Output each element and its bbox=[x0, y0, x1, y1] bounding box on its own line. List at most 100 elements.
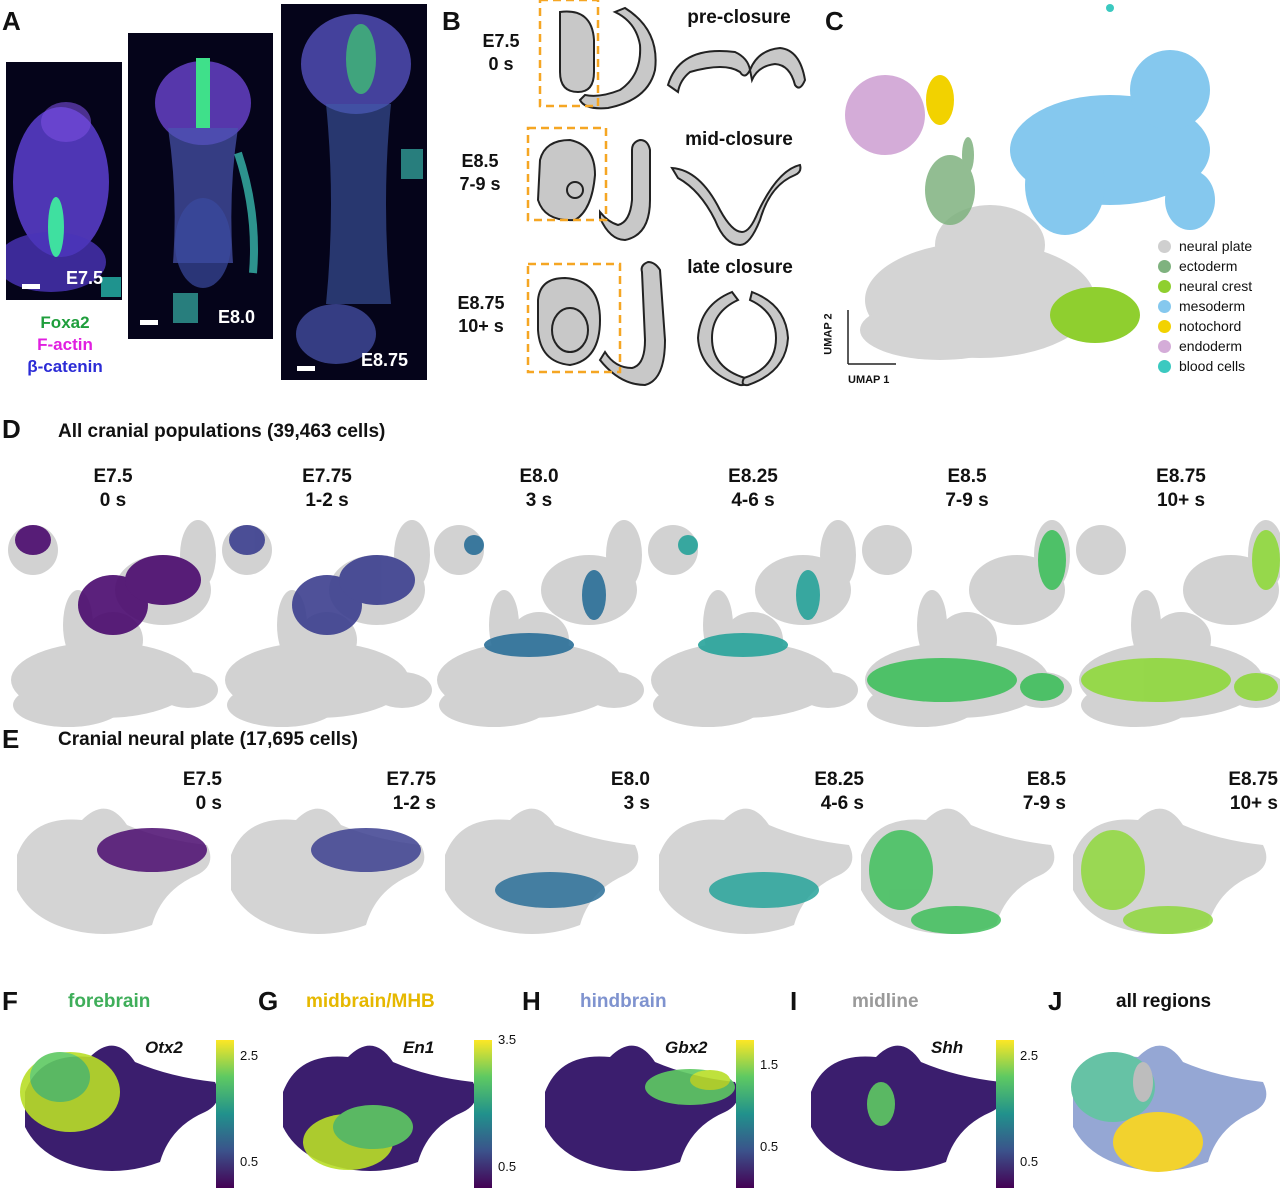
stage-label-e7-5: E7.5 bbox=[66, 268, 104, 288]
gene-label-2: Gbx2 bbox=[665, 1038, 708, 1057]
d-somites: 1-2 s bbox=[305, 489, 349, 511]
colorbar-tick-2-1: 0.5 bbox=[760, 1138, 779, 1154]
legend-endoderm: endoderm bbox=[1158, 338, 1242, 354]
region-hindbrain: hindbrain bbox=[580, 991, 667, 1012]
umap-silhouette bbox=[648, 520, 858, 727]
panel-label-j: J bbox=[1048, 986, 1063, 1016]
panel-label-c: C bbox=[825, 6, 844, 36]
panel-label-h: H bbox=[522, 986, 541, 1016]
cross-section-pre-closure bbox=[666, 46, 807, 94]
legend-dot-neural-plate bbox=[1158, 240, 1171, 253]
e-umap-0 bbox=[17, 808, 211, 934]
legend-mesoderm: mesoderm bbox=[1158, 298, 1245, 314]
cluster-neural-crest bbox=[1050, 287, 1140, 343]
panel-b-schematics bbox=[526, 0, 807, 387]
d-stage: E8.25 bbox=[728, 466, 778, 487]
e-somites: 3 s bbox=[623, 792, 650, 814]
gene-label-1: En1 bbox=[403, 1038, 435, 1057]
d-highlight-cells bbox=[229, 525, 415, 635]
panel-label-g: G bbox=[258, 986, 279, 1016]
stain-legend: Foxa2 F-actin β-catenin bbox=[10, 312, 120, 377]
stage-label-e8-75: E8.75 bbox=[361, 350, 409, 370]
panel-label-i: I bbox=[790, 986, 798, 1016]
cross-section-mid-closure bbox=[670, 163, 802, 247]
b-row2-somites-text: 7-9 s bbox=[459, 173, 501, 194]
neural-plate-silhouette bbox=[545, 1045, 739, 1171]
e-highlight-cells bbox=[1081, 830, 1213, 934]
region-overlay bbox=[1071, 1052, 1203, 1172]
legend-label-neural-crest: neural crest bbox=[1179, 278, 1253, 294]
cluster-blood-cells bbox=[1106, 4, 1114, 12]
e-timepoint-label-1: E7.75 1-2 s bbox=[346, 768, 436, 816]
legend-neural-plate: neural plate bbox=[1158, 238, 1252, 254]
b-row1-stage-text: E7.5 bbox=[482, 31, 520, 51]
d-umap-3 bbox=[648, 520, 858, 727]
stage-label-e8-0: E8.0 bbox=[218, 307, 256, 327]
d-highlight-cells bbox=[1081, 530, 1280, 702]
region-midbrain: midbrain/MHB bbox=[306, 991, 435, 1012]
d-timepoint-label-2: E8.0 3 s bbox=[494, 465, 584, 513]
panel-label-b: B bbox=[442, 6, 461, 36]
e-highlight-cells bbox=[709, 872, 819, 908]
neural-plate-silhouette bbox=[231, 808, 425, 934]
region-midline: midline bbox=[852, 991, 919, 1012]
colorbar-tick-0-1: 0.5 bbox=[240, 1153, 259, 1169]
e-timepoint-label-0: E7.5 0 s bbox=[132, 768, 222, 816]
b-phase-late-closure: late closure bbox=[687, 257, 793, 278]
colorbar-tick-3-1: 0.5 bbox=[1020, 1153, 1039, 1169]
feature-umap-otx2 bbox=[20, 1045, 219, 1171]
e-somites: 4-6 s bbox=[820, 792, 864, 814]
e-somites: 10+ s bbox=[1229, 792, 1278, 814]
colorbar-tick-1-0: 3.5 bbox=[498, 1032, 517, 1047]
legend-dot-notochord bbox=[1158, 320, 1171, 333]
e-somites: 1-2 s bbox=[392, 792, 436, 814]
d-timepoint-label-1: E7.75 1-2 s bbox=[282, 465, 372, 513]
panel-d-title: All cranial populations (39,463 cells) bbox=[58, 421, 386, 442]
neural-plate-silhouette bbox=[445, 808, 639, 934]
colorbar-tick-3-0: 2.5 bbox=[1020, 1047, 1039, 1063]
e-umap-3 bbox=[659, 808, 853, 934]
cluster-mesoderm bbox=[1010, 50, 1215, 235]
b-row3-stage-text: E8.75 bbox=[457, 293, 505, 313]
e-somites: 0 s bbox=[195, 792, 222, 814]
d-stage: E8.75 bbox=[1156, 466, 1206, 487]
d-somites: 0 s bbox=[99, 489, 127, 511]
d-stage: E8.0 bbox=[519, 466, 559, 487]
b-row1-stage: E7.5 0 s bbox=[476, 30, 526, 75]
e-timepoint-label-2: E8.0 3 s bbox=[560, 768, 650, 816]
colorbar-tick-2-0: 1.5 bbox=[760, 1056, 779, 1072]
embryo-schematic-e8-5 bbox=[526, 126, 651, 242]
cluster-ectoderm bbox=[925, 137, 975, 225]
d-stage: E8.5 bbox=[947, 466, 987, 487]
embryo-e8-0-image bbox=[140, 58, 258, 325]
d-somites: 4-6 s bbox=[731, 489, 775, 511]
embryo-schematic-e8-75 bbox=[526, 260, 667, 387]
panel-label-f: F bbox=[2, 986, 18, 1016]
e-umap-2 bbox=[445, 808, 639, 934]
legend-neural-crest: neural crest bbox=[1158, 278, 1252, 294]
legend-ectoderm: ectoderm bbox=[1158, 258, 1237, 274]
d-timepoint-label-3: E8.25 4-6 s bbox=[708, 465, 798, 513]
d-somites: 10+ s bbox=[1156, 489, 1206, 511]
colorbar-0 bbox=[216, 1040, 234, 1188]
expression-hotspots bbox=[867, 1082, 895, 1126]
b-phase-mid-closure: mid-closure bbox=[685, 129, 793, 150]
b-row1-somites-text: 0 s bbox=[488, 53, 514, 74]
stain-f-actin: F-actin bbox=[37, 334, 93, 354]
d-highlight-cells bbox=[15, 525, 201, 635]
b-row2-stage-text: E8.5 bbox=[461, 151, 499, 171]
micrograph-e8-75: E8.75 bbox=[281, 4, 427, 380]
d-highlight-cells bbox=[867, 530, 1066, 702]
panel-label-d: D bbox=[2, 414, 21, 444]
d-stage: E7.75 bbox=[302, 466, 352, 487]
d-highlight-cells bbox=[464, 535, 606, 657]
colorbar-1 bbox=[474, 1040, 492, 1188]
feature-umap-gbx2 bbox=[545, 1045, 739, 1171]
legend-notochord: notochord bbox=[1158, 318, 1241, 334]
cluster-endoderm bbox=[845, 75, 925, 155]
e-highlight-cells bbox=[869, 830, 1001, 934]
e-highlight-cells bbox=[97, 828, 207, 872]
embryo-e8-75-image bbox=[296, 14, 423, 371]
b-phase-pre-closure: pre-closure bbox=[687, 7, 791, 28]
e-stage: E8.25 bbox=[814, 769, 864, 790]
